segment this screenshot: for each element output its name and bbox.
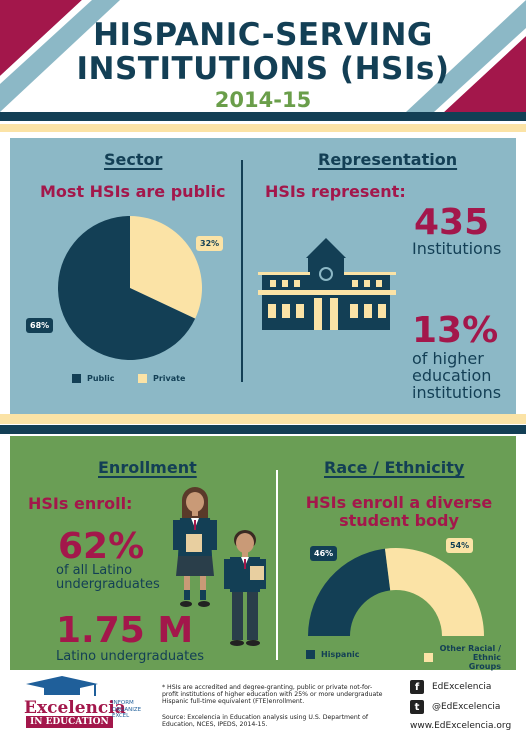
stripe-cream-mid [0,414,526,424]
stripe-navy-top [0,112,526,121]
twitter-icon: t [410,700,424,714]
corner-decoration-left [0,0,120,112]
legend-hispanic: Hispanic [306,650,360,659]
public-data-label: 68% [26,318,54,333]
twitter-link[interactable]: t @EdExcelencia [410,700,500,714]
latino-count-value: 1.75 M [56,610,194,651]
private-data-label: 32% [196,236,224,251]
facebook-icon: f [410,680,424,694]
student-girl-illustration [173,487,217,607]
facebook-link[interactable]: f EdExcelencia [410,680,491,694]
stripe-cream-top [0,124,526,132]
legend-swatch-hispanic [306,650,315,659]
legend-swatch-public [72,374,81,383]
representation-heading: Representation [318,150,458,169]
share-label: of higher education institutions [412,349,502,402]
logo-main-text: Excelencia [24,698,126,718]
logo-tagline: INFORM ORGANIZE EXCEL [112,700,142,719]
footer-source: Source: Excelencia in Education analysis… [162,714,369,728]
race-subheading: HSIs enroll a diverse student body [305,493,493,530]
legend-private: Private [138,374,185,383]
sector-heading: Sector [104,150,163,169]
institutions-label: Institutions [412,239,502,258]
year-label: 2014-15 [214,88,312,112]
institutions-count: 435 [414,202,490,243]
footer-note: * HSIs are accredited and degree-grantin… [162,684,383,705]
representation-subheading: HSIs represent: [265,182,406,201]
green-panel [10,436,516,670]
stripe-navy-mid [0,425,526,434]
latino-share-value: 62% [58,526,145,567]
sector-pie-chart [58,216,202,360]
donut-segment-hispanic [308,548,391,636]
enrollment-subheading: HSIs enroll: [28,494,133,513]
hispanic-data-label: 46% [310,546,338,561]
page-title: HISPANIC-SERVING INSTITUTIONS (HSIs) [76,17,450,87]
university-building-icon [258,238,396,330]
legend-other: Other Racial / Ethnic Groups [424,644,501,671]
corner-decoration-right [406,0,526,112]
graduation-cap-logo-icon [26,676,98,696]
other-data-label: 54% [446,538,474,553]
donut-segment-other [384,548,484,636]
latino-count-label: Latino undergraduates [56,649,204,664]
logo-sub-text: IN EDUCATION [26,716,113,728]
sector-subheading: Most HSIs are public [40,182,226,201]
legend-public: Public [72,374,115,383]
race-heading: Race / Ethnicity [324,458,465,477]
legend-swatch-other [424,653,433,662]
share-value: 13% [412,310,499,351]
section-divider-bottom [276,470,278,660]
pie-slice-private [130,216,202,319]
enrollment-heading: Enrollment [98,458,197,477]
latino-share-label: of all Latino undergraduates [56,563,160,592]
legend-swatch-private [138,374,147,383]
student-boy-illustration [224,530,266,646]
section-divider-top [241,160,243,382]
website-link[interactable]: www.EdExcelencia.org [410,721,512,731]
pie-slice-public [58,216,196,360]
race-donut-chart [308,548,484,636]
